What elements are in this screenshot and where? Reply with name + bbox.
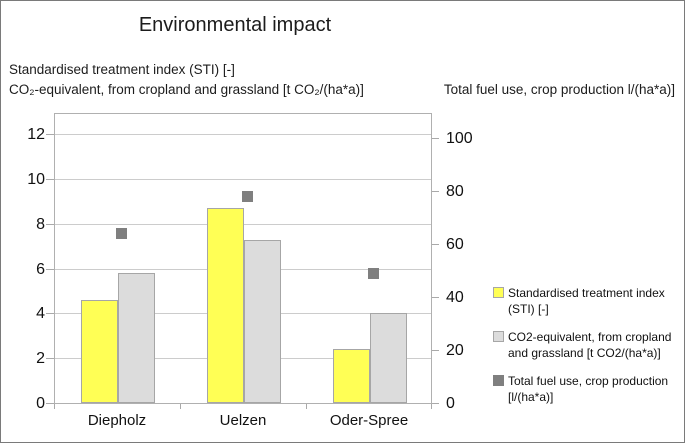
- right-axis-tick-label: 40: [446, 289, 464, 307]
- legend-item-fuel: Total fuel use, crop production [l/(ha*a)…: [493, 373, 684, 405]
- legend: Standardised treatment index (STI) [-] CO…: [493, 285, 684, 417]
- left-axis-tick-label: 8: [36, 215, 45, 233]
- left-axis-tick-label: 12: [27, 126, 45, 144]
- x-axis-tick: [54, 404, 55, 409]
- legend-item-sti: Standardised treatment index (STI) [-]: [493, 285, 684, 317]
- right-axis-tick: [432, 244, 439, 246]
- left-axis-tick: [46, 403, 54, 404]
- right-axis-tick: [432, 350, 439, 352]
- x-axis-tick: [431, 404, 432, 409]
- fuel-marker: [115, 228, 127, 240]
- left-axis-header-line1: Standardised treatment index (STI) [-]: [9, 62, 235, 77]
- x-axis-category-label: Diepholz: [87, 412, 147, 429]
- left-axis-tick: [46, 268, 54, 270]
- bar-co2: [244, 239, 281, 403]
- right-axis-tick-label: 80: [446, 183, 464, 201]
- right-axis-tick-label: 20: [446, 342, 464, 360]
- right-axis-tick: [432, 297, 439, 299]
- bar-co2: [370, 313, 407, 403]
- co2-series-swatch: [493, 331, 504, 342]
- chart-title: Environmental impact: [138, 14, 332, 36]
- left-axis-tick: [46, 134, 54, 136]
- left-axis-tick-label: 6: [36, 260, 45, 278]
- fuel-series-swatch: [493, 375, 504, 386]
- bar-sti: [207, 208, 244, 403]
- left-axis-header: Standardised treatment index (STI) [-] C…: [9, 60, 364, 100]
- right-axis-tick: [432, 138, 439, 140]
- left-axis-tick: [46, 223, 54, 225]
- legend-label-sti: Standardised treatment index (STI) [-]: [508, 286, 665, 316]
- left-axis-tick: [46, 179, 54, 181]
- right-axis-tick-label: 100: [446, 130, 473, 148]
- left-axis-tick-label: 2: [36, 350, 45, 368]
- x-axis-category-label: Uelzen: [219, 412, 267, 429]
- right-axis-tick-label: 0: [446, 395, 455, 412]
- sti-series-swatch: [493, 287, 504, 298]
- legend-item-co2: CO2-equivalent, from cropland and grassla…: [493, 329, 684, 361]
- left-axis-header-line2: CO₂-equivalent, from cropland and grassl…: [9, 82, 364, 97]
- left-axis-tick-label: 10: [27, 171, 45, 189]
- gridline: [55, 179, 431, 181]
- gridline: [55, 134, 431, 136]
- left-axis-tick-label: 0: [36, 395, 45, 412]
- plot-area: [54, 113, 432, 404]
- bar-co2: [118, 273, 155, 403]
- bar-sti: [333, 349, 370, 403]
- right-axis-tick-label: 60: [446, 236, 464, 254]
- bar-sti: [81, 300, 118, 403]
- right-axis-header: Total fuel use, crop production l/(ha*a)…: [443, 82, 675, 97]
- left-axis-tick: [46, 358, 54, 360]
- x-axis-tick: [306, 404, 307, 409]
- legend-label-fuel: Total fuel use, crop production [l/(ha*a)…: [508, 374, 669, 404]
- right-axis-tick: [432, 403, 439, 404]
- x-axis-tick: [180, 404, 181, 409]
- right-axis-tick: [432, 191, 439, 193]
- x-axis-category-label: Oder-Spree: [329, 412, 409, 429]
- legend-label-co2: CO2-equivalent, from cropland and grassla…: [508, 330, 672, 360]
- fuel-marker: [241, 191, 253, 203]
- left-axis-tick-label: 4: [36, 305, 45, 323]
- fuel-marker: [367, 267, 379, 279]
- left-axis-tick: [46, 313, 54, 315]
